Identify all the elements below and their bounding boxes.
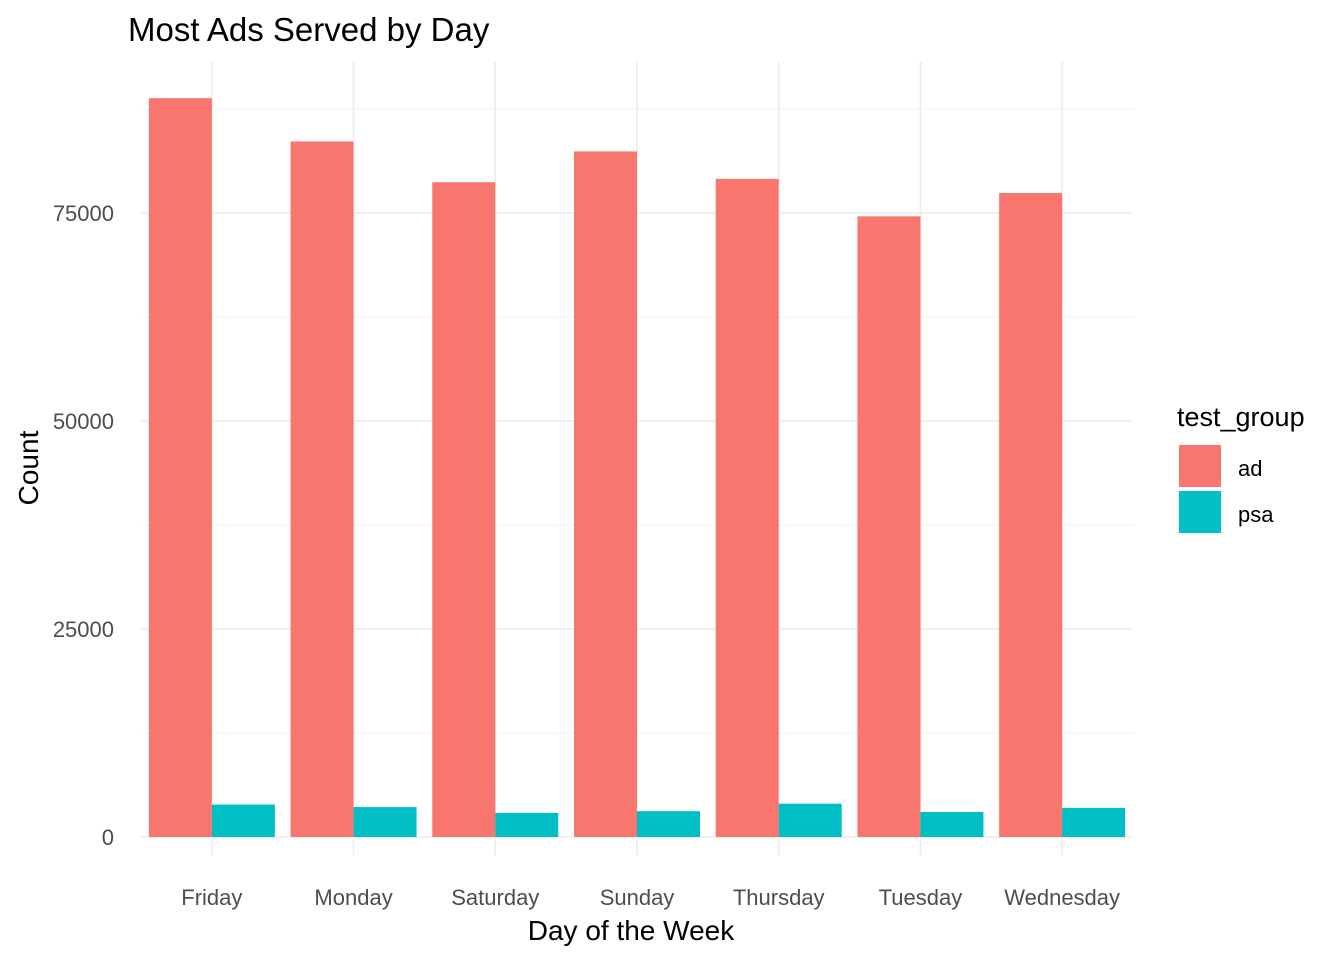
bar-ad-thursday	[715, 178, 779, 837]
bar-ad-monday	[290, 141, 354, 837]
x-axis-title: Day of the Week	[528, 915, 735, 946]
x-tick-label: Thursday	[733, 885, 825, 910]
bars	[148, 98, 1126, 838]
chart-title: Most Ads Served by Day	[128, 11, 490, 48]
bar-ad-friday	[148, 98, 212, 837]
x-tick-label: Saturday	[451, 885, 539, 910]
x-axis-ticks: Friday Monday Saturday Sunday Thursday Tuesda…	[181, 885, 1120, 910]
legend-swatch-psa	[1179, 491, 1221, 533]
legend-swatch-ad	[1179, 445, 1221, 487]
legend-label-ad: ad	[1238, 456, 1262, 481]
bar-psa-wednesday	[1062, 807, 1126, 837]
x-tick-label: Friday	[181, 885, 242, 910]
bar-psa-friday	[211, 804, 275, 837]
y-tick-label: 75000	[53, 201, 114, 226]
y-axis-ticks: 0 25000 50000 75000	[53, 201, 114, 850]
y-tick-label: 0	[102, 825, 114, 850]
legend-title: test_group	[1177, 402, 1305, 432]
x-tick-label: Sunday	[600, 885, 675, 910]
y-tick-label: 50000	[53, 409, 114, 434]
bar-psa-tuesday	[920, 812, 984, 837]
bar-ad-wednesday	[999, 193, 1063, 838]
bar-psa-thursday	[778, 803, 842, 837]
bar-ad-saturday	[432, 182, 496, 837]
y-tick-label: 25000	[53, 617, 114, 642]
bar-psa-monday	[353, 807, 417, 837]
x-tick-label: Tuesday	[879, 885, 963, 910]
legend-label-psa: psa	[1238, 502, 1274, 527]
legend: test_group ad psa	[1177, 402, 1305, 533]
bar-psa-saturday	[495, 812, 559, 837]
x-tick-label: Monday	[314, 885, 392, 910]
bar-ad-sunday	[574, 151, 637, 837]
bar-psa-sunday	[637, 811, 700, 837]
y-axis-title: Count	[13, 430, 44, 505]
x-tick-label: Wednesday	[1004, 885, 1120, 910]
bar-ad-tuesday	[857, 216, 921, 837]
